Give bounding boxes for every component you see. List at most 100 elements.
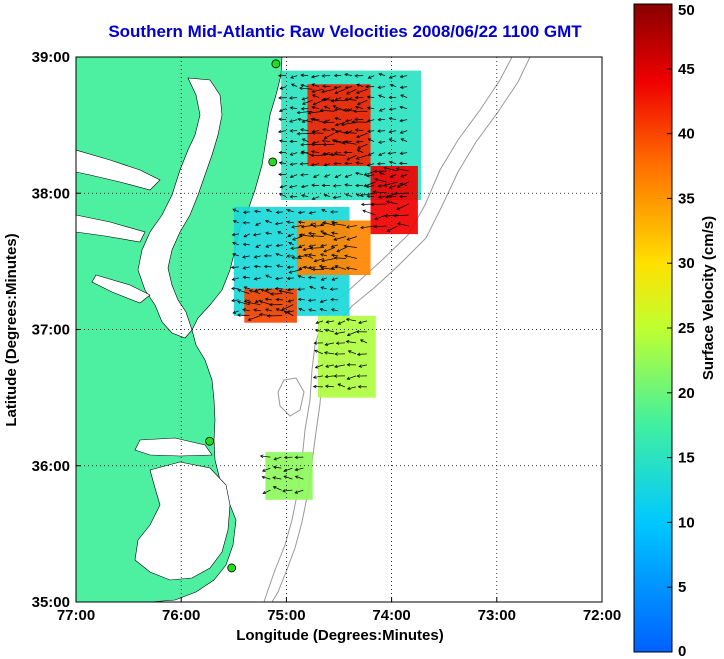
velocity-arrow <box>383 167 398 172</box>
velocity-arrow <box>374 214 387 220</box>
velocity-arrow-head <box>275 252 279 257</box>
velocity-arrow-head <box>262 490 267 495</box>
velocity-arrow-head <box>323 163 328 167</box>
velocity-arrow <box>254 210 261 213</box>
velocity-arrow <box>334 331 346 335</box>
velocity-arrow-head <box>299 86 303 91</box>
velocity-arrow-head <box>355 105 359 110</box>
velocity-arrow <box>255 222 261 226</box>
velocity-arrow-head <box>341 140 346 145</box>
velocity-arrow-head <box>320 266 325 270</box>
velocity-arrow <box>324 194 331 197</box>
velocity-arrow <box>357 99 368 105</box>
velocity-arrow-head <box>247 301 251 305</box>
velocity-arrow-head <box>308 308 312 312</box>
velocity-arrow-head <box>311 267 316 272</box>
velocity-arrow <box>378 196 386 198</box>
velocity-arrow-head <box>243 299 248 303</box>
velocity-arrow <box>322 140 331 142</box>
velocity-arrow <box>264 266 272 268</box>
velocity-arrow-head <box>355 140 360 144</box>
velocity-arrow-head <box>304 254 308 258</box>
velocity-arrow <box>330 153 346 156</box>
velocity-arrow <box>262 489 271 494</box>
velocity-arrow <box>262 476 271 480</box>
velocity-arrow-head <box>344 130 348 135</box>
velocity-arrow <box>249 289 261 294</box>
velocity-arrow <box>265 244 272 248</box>
velocity-arrow <box>309 211 316 214</box>
velocity-arrow <box>301 185 309 188</box>
velocity-arrow <box>303 266 314 270</box>
velocity-arrow-head <box>329 287 334 291</box>
velocity-arrow <box>322 221 336 226</box>
velocity-arrow-head <box>275 308 280 312</box>
velocity-arrow-head <box>393 191 398 196</box>
velocity-arrow-head <box>355 171 359 176</box>
x-tick-label: 72:00 <box>583 607 621 624</box>
x-tick-label: 77:00 <box>57 607 95 624</box>
velocity-arrow <box>346 130 353 134</box>
velocity-arrow <box>347 386 357 390</box>
velocity-arrow <box>389 185 397 189</box>
velocity-arrow <box>335 97 342 101</box>
velocity-arrow <box>331 244 338 248</box>
velocity-arrow <box>232 233 239 236</box>
x-tick-label: 75:00 <box>267 607 305 624</box>
velocity-arrow-head <box>308 211 313 215</box>
velocity-arrow-head <box>307 111 312 115</box>
velocity-arrow <box>290 163 298 165</box>
velocity-arrow <box>291 257 302 259</box>
velocity-arrow-head <box>300 173 304 177</box>
velocity-arrow-head <box>288 185 293 189</box>
velocity-arrow <box>337 383 346 388</box>
velocity-arrow-head <box>388 95 392 100</box>
velocity-arrow-head <box>264 308 269 312</box>
colorbar-tick-label: 15 <box>678 450 695 467</box>
velocity-arrow-head <box>322 232 327 236</box>
velocity-arrow-head <box>278 96 282 100</box>
velocity-arrow <box>253 309 261 312</box>
velocity-arrow-head <box>273 457 278 461</box>
velocity-arrow-head <box>254 299 259 303</box>
velocity-arrow-head <box>232 253 236 257</box>
velocity-arrow <box>345 86 353 89</box>
velocity-arrow <box>265 288 272 291</box>
velocity-arrow <box>364 170 376 176</box>
velocity-arrow-head <box>320 253 324 257</box>
velocity-arrow <box>273 466 282 469</box>
velocity-arrow-head <box>363 172 368 176</box>
velocity-arrow-head <box>399 105 404 110</box>
velocity-arrow <box>377 130 386 132</box>
velocity-arrow <box>311 235 324 237</box>
velocity-arrow <box>367 96 375 98</box>
velocity-arrow-head <box>337 383 342 387</box>
velocity-arrow-head <box>279 86 284 90</box>
velocity-arrow <box>321 277 327 281</box>
velocity-arrow <box>288 242 294 246</box>
velocity-arrow-head <box>275 243 280 248</box>
velocity-arrows <box>230 72 409 495</box>
velocity-arrow-head <box>373 169 377 174</box>
velocity-arrow <box>389 161 397 164</box>
velocity-arrow-head <box>347 350 352 354</box>
velocity-arrow <box>324 352 335 355</box>
velocity-arrow-head <box>296 132 301 136</box>
velocity-arrow <box>396 168 409 172</box>
velocity-arrow-head <box>294 467 299 472</box>
velocity-arrow <box>324 106 331 109</box>
velocity-arrow <box>290 174 298 178</box>
velocity-arrow-head <box>318 264 323 268</box>
velocity-arrow <box>346 154 357 161</box>
velocity-arrow <box>345 174 353 178</box>
bay-tributary <box>91 274 151 304</box>
velocity-arrow-head <box>335 341 340 345</box>
velocity-arrow <box>262 467 271 472</box>
velocity-arrow-head <box>399 130 404 134</box>
velocity-arrow <box>400 130 408 134</box>
velocity-arrow-head <box>356 149 361 153</box>
velocity-arrow-head <box>356 352 361 357</box>
velocity-arrow-head <box>230 265 235 270</box>
velocity-arrow-head <box>355 90 360 94</box>
velocity-arrow-head <box>294 490 299 494</box>
